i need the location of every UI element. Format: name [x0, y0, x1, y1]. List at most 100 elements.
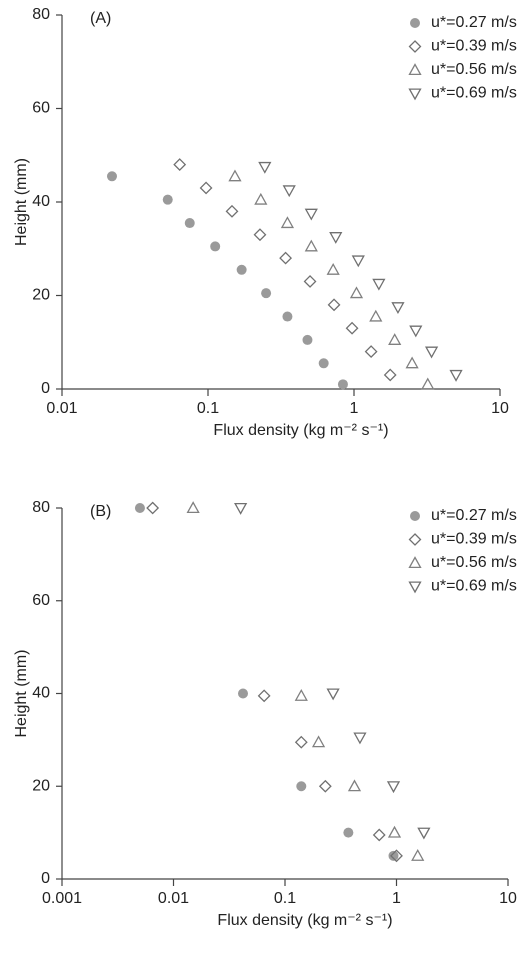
point: [337, 379, 348, 390]
point: [228, 169, 242, 182]
point: [326, 262, 340, 275]
y-tick-label: 20: [32, 287, 50, 304]
legend-marker: [408, 40, 422, 53]
y-tick-label: 20: [32, 777, 50, 794]
legend-marker: [408, 63, 422, 76]
y-tick-label: 0: [41, 380, 50, 397]
x-tick-label: 0.1: [274, 890, 296, 907]
y-tick-label: 0: [41, 870, 50, 887]
y-tick-label: 40: [32, 193, 50, 210]
point: [351, 255, 365, 268]
point: [369, 309, 383, 322]
legend-label: u*=0.56 m/s: [431, 554, 517, 571]
x-tick-label: 0.1: [197, 400, 219, 417]
point: [383, 368, 397, 382]
x-tick-label: 0.001: [42, 890, 82, 907]
legend-label: u*=0.39 m/s: [431, 38, 517, 55]
point: [234, 502, 248, 515]
legend-marker: [408, 556, 422, 569]
point: [345, 321, 359, 335]
legend-marker: [410, 511, 420, 521]
point: [279, 251, 293, 265]
point: [405, 356, 419, 369]
point: [280, 216, 295, 229]
y-tick-label: 60: [32, 592, 50, 609]
point: [364, 345, 378, 359]
point: [304, 239, 318, 252]
point: [186, 501, 200, 514]
point: [162, 194, 173, 205]
y-axis-label: Height (mm): [13, 158, 30, 246]
point: [391, 302, 405, 315]
point: [424, 346, 439, 359]
x-tick-label: 1: [350, 400, 359, 417]
point: [409, 325, 423, 338]
point: [302, 334, 313, 345]
point: [173, 158, 187, 172]
point: [343, 827, 354, 838]
point: [387, 825, 402, 838]
point: [296, 781, 307, 792]
point: [282, 185, 296, 198]
y-axis-label: Height (mm): [13, 649, 30, 737]
point: [199, 181, 213, 195]
legend-label: u*=0.56 m/s: [431, 61, 517, 78]
point: [449, 369, 463, 382]
point: [106, 171, 117, 182]
point: [318, 779, 332, 793]
point: [134, 503, 145, 513]
y-tick-label: 40: [32, 685, 50, 702]
point: [353, 732, 367, 745]
y-tick-label: 60: [32, 100, 50, 117]
point: [417, 827, 431, 840]
x-tick-label: 1: [392, 890, 401, 907]
legend-label: u*=0.27 m/s: [431, 14, 517, 31]
x-tick-label: 10: [499, 890, 517, 907]
point: [411, 848, 425, 861]
point: [184, 218, 195, 229]
point: [349, 286, 364, 299]
point: [390, 849, 403, 863]
point: [326, 688, 340, 701]
point: [210, 241, 221, 252]
y-tick-label: 80: [32, 499, 50, 516]
point: [372, 828, 386, 842]
point: [347, 779, 362, 792]
x-axis-label: Flux density (kg m⁻² s⁻¹): [217, 912, 392, 929]
point: [294, 688, 308, 701]
point: [386, 781, 401, 794]
point: [236, 264, 247, 275]
legend-label: u*=0.69 m/s: [431, 578, 517, 595]
point: [421, 377, 435, 390]
panel-title: (B): [90, 503, 111, 520]
point: [388, 850, 399, 861]
x-tick-label: 0.01: [46, 400, 77, 417]
point: [303, 275, 317, 288]
point: [257, 689, 271, 703]
point: [329, 232, 343, 244]
point: [294, 735, 308, 749]
x-axis-label: Flux density (kg m⁻² s⁻¹): [213, 422, 388, 439]
point: [146, 501, 160, 515]
legend-label: u*=0.69 m/s: [431, 85, 517, 102]
point: [254, 192, 268, 205]
point: [311, 735, 326, 748]
point: [327, 298, 341, 312]
legend-marker: [408, 581, 422, 594]
point: [253, 228, 267, 242]
point: [237, 688, 248, 699]
x-tick-label: 10: [491, 400, 509, 417]
point: [304, 208, 318, 221]
point: [318, 358, 329, 369]
y-tick-label: 80: [32, 6, 50, 23]
point: [372, 278, 386, 291]
legend-label: u*=0.27 m/s: [431, 507, 517, 524]
legend-label: u*=0.39 m/s: [431, 531, 517, 548]
legend-marker: [410, 18, 420, 28]
point: [258, 161, 272, 174]
legend-marker: [408, 88, 422, 101]
legend-marker: [408, 533, 422, 546]
point: [388, 333, 402, 345]
point: [225, 204, 239, 218]
